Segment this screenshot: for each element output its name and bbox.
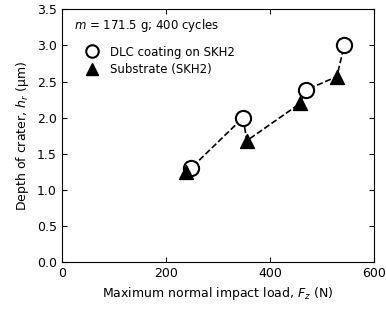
X-axis label: Maximum normal impact load, $F_z$ (N): Maximum normal impact load, $F_z$ (N) bbox=[102, 285, 334, 303]
Point bbox=[303, 88, 309, 93]
Point bbox=[297, 101, 303, 106]
Point bbox=[334, 74, 340, 79]
Legend: DLC coating on SKH2, Substrate (SKH2): DLC coating on SKH2, Substrate (SKH2) bbox=[80, 46, 235, 76]
Point bbox=[341, 43, 347, 48]
Y-axis label: Depth of crater, $h_r$ (μm): Depth of crater, $h_r$ (μm) bbox=[14, 61, 31, 211]
Point bbox=[240, 115, 246, 120]
Point bbox=[188, 166, 194, 171]
Text: $m$ = 171.5 g; 400 cycles: $m$ = 171.5 g; 400 cycles bbox=[74, 17, 220, 34]
Point bbox=[244, 138, 250, 143]
Point bbox=[183, 169, 189, 174]
